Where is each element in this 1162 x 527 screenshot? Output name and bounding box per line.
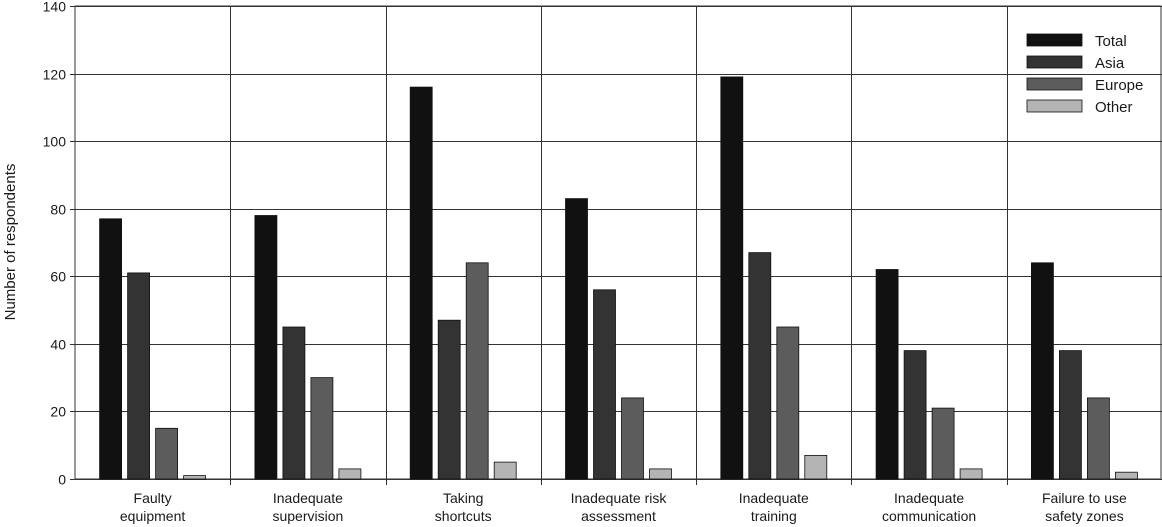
bar-other (183, 475, 207, 480)
bar-asia (437, 319, 461, 480)
x-tick-label: equipment (120, 508, 185, 524)
y-tick-label: 0 (58, 472, 66, 488)
bar-europe (621, 397, 644, 480)
legend-swatch-europe (1026, 77, 1083, 91)
bar-other (338, 468, 362, 480)
y-axis-title: Number of respondents (2, 164, 19, 321)
x-tick-label: communication (882, 508, 976, 524)
bar-europe (155, 427, 179, 480)
x-tick-label: Inadequate (894, 490, 964, 506)
y-tick-label: 140 (43, 0, 67, 15)
bar-europe (776, 326, 800, 480)
x-tick-label: Failure to use (1042, 490, 1127, 506)
legend-label-europe: Europe (1095, 77, 1143, 94)
bar-europe (931, 407, 955, 480)
bar-total (875, 269, 899, 480)
y-tick-label: 20 (50, 404, 66, 420)
y-tick-label: 120 (43, 67, 67, 83)
legend-swatch-asia (1026, 55, 1083, 69)
y-tick-label: 100 (43, 134, 67, 150)
y-tick-label: 80 (50, 202, 66, 218)
x-tick-label: Inadequate risk (571, 490, 668, 506)
bar-total (254, 215, 278, 480)
x-tick-label: shortcuts (435, 508, 492, 524)
x-tick-label: training (751, 508, 797, 524)
x-tick-label: assessment (581, 508, 656, 524)
bar-other (1115, 471, 1138, 480)
bar-europe (310, 377, 334, 480)
bar-europe (465, 262, 489, 480)
legend: Total Asia Europe Other (1026, 33, 1143, 116)
axis-layer: 0 20 40 60 80 100 120 140 Faulty equipment Inadequ… (43, 0, 1127, 524)
bar-total (99, 218, 122, 480)
bar-other (804, 454, 828, 480)
x-tick-label: Inadequate (273, 490, 343, 506)
bar-total (1031, 262, 1054, 480)
bar-europe (1087, 397, 1110, 480)
x-tick-label: Inadequate (739, 490, 809, 506)
plot-frame (74, 5, 1162, 480)
bar-other (959, 468, 983, 480)
bar-other (493, 461, 517, 480)
x-tick-label: safety zones (1045, 508, 1124, 524)
x-tick-label: supervision (272, 508, 343, 524)
legend-label-total: Total (1095, 33, 1127, 50)
bar-asia (593, 289, 616, 480)
y-tick-label: 40 (50, 337, 66, 353)
legend-swatch-other (1026, 99, 1083, 113)
bar-asia (748, 252, 772, 480)
bar-asia (127, 272, 150, 480)
legend-swatch-total (1026, 33, 1083, 47)
bar-asia (282, 326, 306, 480)
bar-total (409, 86, 433, 480)
grid-layer (74, 5, 1162, 480)
bar-other (649, 468, 672, 480)
y-tick-label: 60 (50, 269, 66, 285)
legend-label-asia: Asia (1095, 55, 1125, 72)
x-tick-label: Taking (443, 490, 483, 506)
bar-asia (903, 350, 927, 480)
legend-label-other: Other (1095, 99, 1133, 116)
bar-total (565, 198, 588, 480)
bars-layer (99, 76, 1138, 480)
bar-total (720, 76, 744, 480)
bar-asia (1059, 350, 1082, 480)
x-tick-label: Faulty (134, 490, 172, 506)
